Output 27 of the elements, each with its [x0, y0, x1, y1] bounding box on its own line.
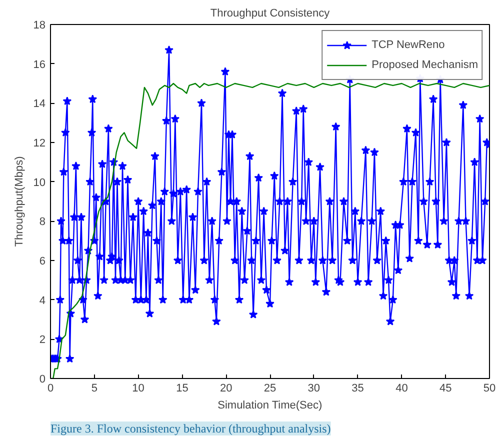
y-tick-label: 8 [39, 216, 46, 228]
x-tick-label: 25 [264, 382, 276, 394]
x-tick-label: 0 [47, 382, 54, 394]
x-tick-label: 35 [352, 382, 364, 394]
y-tick-label: 12 [33, 138, 46, 150]
x-tick-label: 50 [483, 382, 496, 394]
y-tick-label: 14 [33, 98, 46, 110]
y-tick-label: 16 [33, 58, 46, 71]
x-tick-label: 30 [308, 382, 320, 394]
x-axis-title: Simulation Time(Sec) [218, 400, 322, 412]
x-tick-label: 45 [439, 382, 452, 394]
legend-label: TCP NewReno [372, 39, 445, 51]
y-axis-title: Throughput(Mbps) [13, 156, 26, 247]
caption: Figure 3. Flow consistency behavior (throughput analysis) [50, 422, 331, 436]
x-tick-label: 5 [91, 382, 98, 394]
y-tick-label: 0 [39, 374, 46, 386]
x-tick-label: 40 [396, 382, 408, 394]
y-tick-label: 2 [39, 334, 46, 346]
x-tick-label: 10 [132, 382, 144, 394]
y-tick-label: 4 [39, 294, 46, 307]
legend-label: Proposed Mechanism [372, 59, 478, 71]
x-tick-label: 20 [220, 382, 232, 394]
y-tick-label: 6 [39, 256, 46, 268]
y-tick-label: 10 [33, 176, 46, 189]
y-tick-label: 18 [33, 20, 46, 32]
x-tick-label: 15 [176, 382, 188, 394]
chart-title: Throughput Consistency [210, 8, 330, 20]
